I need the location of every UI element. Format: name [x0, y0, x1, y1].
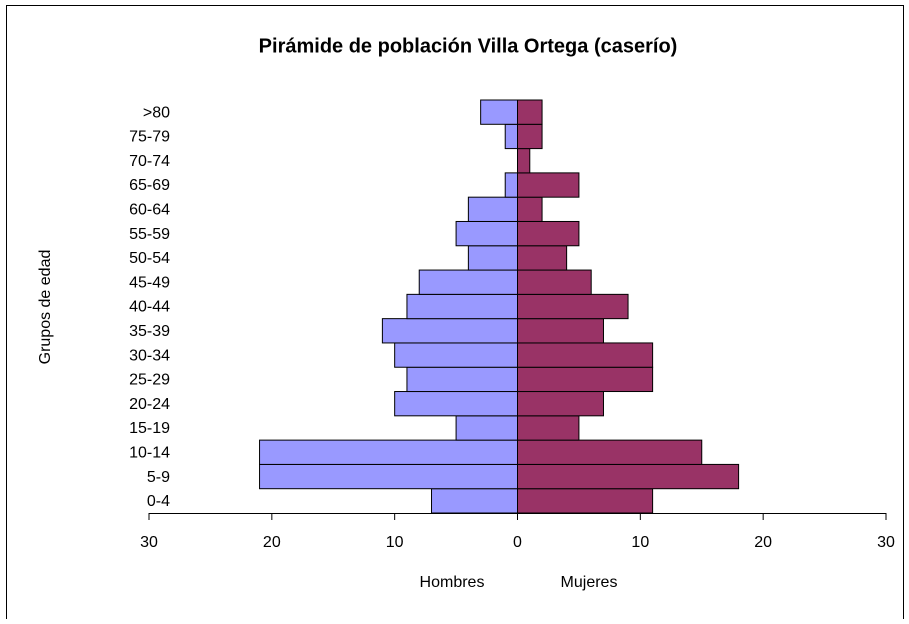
- y-tick-label: 40-44: [129, 299, 170, 316]
- bar: [381, 318, 518, 344]
- y-tick-label: 5-9: [147, 469, 170, 486]
- bar: [517, 123, 543, 150]
- bar: [480, 99, 518, 125]
- x-tick-label: 30: [877, 534, 895, 551]
- y-tick-label: 60-64: [129, 202, 170, 219]
- legend-label: Mujeres: [561, 574, 618, 591]
- legend-label: Hombres: [420, 574, 485, 591]
- bar: [394, 342, 518, 368]
- bar: [517, 99, 543, 125]
- bar: [455, 415, 519, 441]
- bar: [431, 488, 518, 514]
- bar: [406, 366, 519, 393]
- y-tick-label: 55-59: [129, 226, 170, 243]
- bar: [504, 172, 519, 198]
- bar: [467, 196, 519, 222]
- bar: [259, 439, 518, 465]
- x-tick-label: 20: [263, 534, 281, 551]
- chart-title: Pirámide de población Villa Ortega (case…: [259, 35, 678, 57]
- bar: [517, 148, 531, 174]
- bar: [517, 342, 654, 368]
- bar: [406, 293, 519, 320]
- y-tick-label: 75-79: [129, 129, 170, 146]
- bar: [517, 269, 592, 295]
- bar: [517, 318, 604, 344]
- bar: [517, 463, 740, 490]
- bar: [517, 293, 629, 320]
- bar: [418, 269, 519, 295]
- y-tick-label: 0-4: [147, 493, 170, 510]
- bar: [517, 415, 580, 441]
- y-tick-label: 70-74: [129, 153, 170, 170]
- bar: [504, 123, 519, 150]
- y-axis-label: Grupos de edad: [37, 250, 54, 365]
- bar: [517, 366, 654, 393]
- y-tick-label: 15-19: [129, 420, 170, 437]
- y-tick-label: 10-14: [129, 444, 170, 461]
- bar: [517, 488, 654, 514]
- bar: [467, 245, 519, 271]
- bar: [517, 245, 568, 271]
- y-tick-label: 65-69: [129, 177, 170, 194]
- bar: [517, 439, 703, 465]
- bar: [394, 391, 518, 417]
- x-tick-label: 10: [386, 534, 404, 551]
- y-tick-label: 50-54: [129, 250, 170, 267]
- y-tick-label: 45-49: [129, 274, 170, 291]
- y-tick-label: >80: [143, 104, 170, 121]
- chart-border: [6, 5, 904, 624]
- y-tick-label: 35-39: [129, 323, 170, 340]
- bar: [517, 220, 580, 247]
- x-tick-label: 0: [513, 534, 522, 551]
- y-tick-label: 20-24: [129, 396, 170, 413]
- bar: [517, 391, 604, 417]
- bar: [455, 220, 519, 247]
- x-tick-label: 30: [140, 534, 158, 551]
- x-tick-label: 20: [754, 534, 772, 551]
- bar: [517, 196, 543, 222]
- y-tick-label: 30-34: [129, 347, 170, 364]
- x-tick-label: 10: [631, 534, 649, 551]
- y-tick-label: 25-29: [129, 372, 170, 389]
- bar: [517, 172, 580, 198]
- bar: [259, 463, 518, 490]
